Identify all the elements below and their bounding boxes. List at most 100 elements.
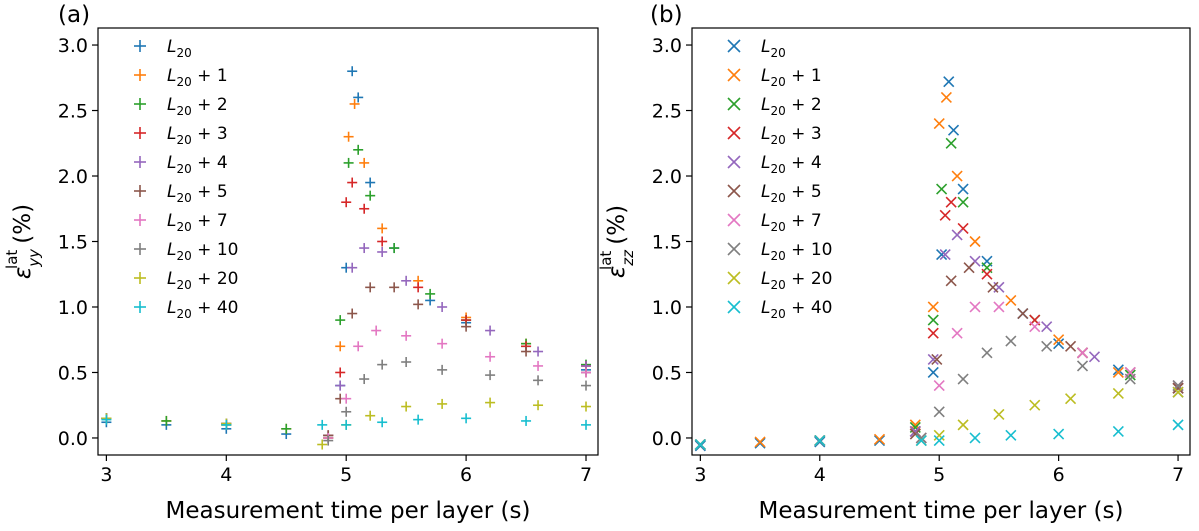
legend-suffix: + 1 bbox=[786, 66, 822, 86]
data-point bbox=[1053, 334, 1065, 346]
legend-sub: 20 bbox=[770, 191, 785, 205]
legend-L: L bbox=[761, 153, 770, 173]
legend-sub: 20 bbox=[770, 220, 785, 234]
data-point bbox=[933, 429, 945, 441]
data-point bbox=[993, 301, 1005, 313]
data-point bbox=[927, 327, 939, 339]
legend-suffix: + 2 bbox=[192, 95, 228, 115]
data-point bbox=[1005, 335, 1017, 347]
legend-L: L bbox=[167, 37, 176, 57]
legend-L: L bbox=[167, 182, 176, 202]
legend-L: L bbox=[167, 124, 176, 144]
data-point bbox=[933, 435, 945, 447]
legend-sub: 20 bbox=[176, 133, 191, 147]
y-tick-label: 2.0 bbox=[652, 166, 682, 188]
data-point bbox=[951, 229, 963, 241]
legend-sub: 20 bbox=[176, 278, 191, 292]
data-point bbox=[1065, 393, 1077, 405]
x-tick-label: 3 bbox=[694, 464, 706, 486]
data-point bbox=[933, 380, 945, 392]
series-5 bbox=[694, 262, 1184, 451]
data-point bbox=[1065, 340, 1077, 352]
legend-L: L bbox=[761, 66, 770, 86]
data-point bbox=[915, 432, 927, 444]
series-4 bbox=[694, 229, 1184, 451]
legend-L: L bbox=[761, 298, 770, 318]
panel-b: (b) 3 4 5 6 7 0.0 0.5 1.0 1.5 2.0 2.5 3.0 Measurement… bbox=[597, 2, 1191, 524]
legend-marker bbox=[727, 68, 741, 82]
data-point bbox=[814, 435, 826, 447]
legend-marker bbox=[727, 126, 741, 140]
data-point bbox=[951, 327, 963, 339]
data-point bbox=[1029, 399, 1041, 411]
data-point bbox=[939, 249, 951, 261]
y-tick-label: 2.5 bbox=[652, 101, 682, 123]
x-tick-label: 6 bbox=[1053, 464, 1065, 486]
y-label-sup: lat bbox=[3, 250, 21, 269]
data-point bbox=[873, 433, 886, 445]
data-point bbox=[957, 183, 969, 195]
legend-label: L20 + 10 bbox=[761, 240, 832, 263]
data-point bbox=[1172, 419, 1184, 431]
legend-L: L bbox=[761, 124, 770, 144]
data-point bbox=[1088, 351, 1101, 363]
data-point bbox=[951, 170, 963, 182]
panel-label: (b) bbox=[650, 2, 683, 28]
legend-label: L20 + 2 bbox=[761, 95, 822, 118]
data-point bbox=[754, 436, 766, 448]
data-point bbox=[943, 76, 955, 88]
y-tick-label: 0.0 bbox=[652, 428, 682, 450]
legend-marker bbox=[727, 155, 741, 169]
data-point bbox=[694, 440, 706, 452]
legend-L: L bbox=[761, 211, 770, 231]
data-point bbox=[927, 353, 939, 365]
legend-L: L bbox=[167, 211, 176, 231]
legend-suffix: + 4 bbox=[192, 153, 228, 173]
legend-suffix: + 5 bbox=[192, 182, 228, 202]
data-point bbox=[1112, 366, 1124, 379]
data-point bbox=[1112, 425, 1124, 437]
data-point bbox=[909, 425, 921, 437]
data-point bbox=[945, 275, 957, 287]
legend-label: L20 + 2 bbox=[167, 95, 228, 118]
legend-sub: 20 bbox=[176, 220, 191, 234]
data-point bbox=[1053, 338, 1065, 350]
x-tick-label: 7 bbox=[1172, 464, 1184, 486]
data-point bbox=[981, 347, 993, 359]
data-point bbox=[957, 373, 969, 385]
data-point bbox=[927, 366, 939, 379]
legend-sub: 20 bbox=[176, 46, 191, 60]
x-axis-label: Measurement time per layer (s) bbox=[759, 498, 1124, 524]
legend-suffix: + 10 bbox=[192, 240, 239, 260]
legend-sub: 20 bbox=[176, 191, 191, 205]
data-point bbox=[1017, 307, 1029, 320]
legend-L: L bbox=[167, 66, 176, 86]
legend-suffix: + 10 bbox=[786, 240, 833, 260]
legend-marker bbox=[727, 242, 741, 256]
legend-label: L20 + 3 bbox=[761, 124, 822, 147]
legend-sub: 20 bbox=[770, 278, 785, 292]
y-tick-label: 0.0 bbox=[58, 428, 88, 450]
y-tick-label: 1.0 bbox=[652, 297, 682, 319]
data-point bbox=[969, 301, 981, 313]
x-axis-label: Measurement time per layer (s) bbox=[166, 498, 531, 524]
x-tick-label: 7 bbox=[580, 464, 592, 486]
legend-L: L bbox=[761, 95, 770, 115]
data-point bbox=[927, 314, 939, 326]
legend-sub: 20 bbox=[770, 46, 785, 60]
y-tick-label: 1.5 bbox=[652, 232, 682, 254]
x-tick-label: 5 bbox=[340, 464, 352, 486]
legend-label: L20 + 1 bbox=[167, 66, 228, 89]
legend-sub: 20 bbox=[770, 307, 785, 321]
legend-sub: 20 bbox=[176, 162, 191, 176]
data-point bbox=[957, 419, 969, 431]
legend-L: L bbox=[167, 95, 176, 115]
legend-suffix: + 3 bbox=[192, 124, 228, 144]
legend-L: L bbox=[167, 153, 176, 173]
series-7 bbox=[101, 357, 592, 446]
data-point bbox=[945, 196, 957, 208]
legend-L: L bbox=[761, 182, 770, 202]
